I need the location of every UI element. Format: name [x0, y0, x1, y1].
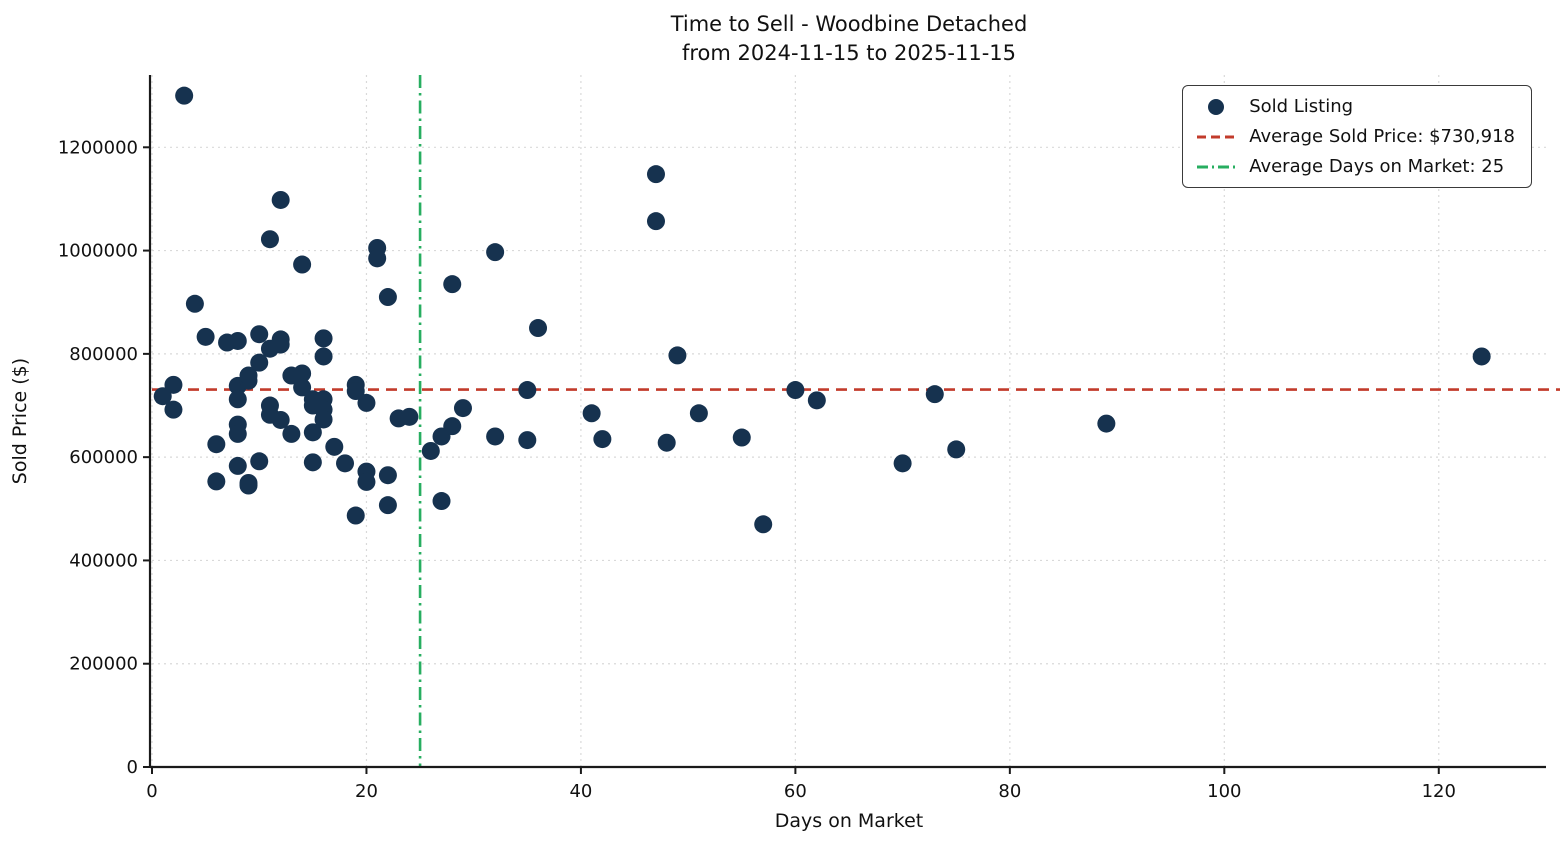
x-tick-label: 0 — [146, 781, 157, 802]
legend-label: Sold Listing — [1249, 96, 1354, 117]
data-point — [443, 417, 462, 436]
data-point — [732, 428, 751, 447]
data-point — [453, 399, 472, 418]
data-point — [196, 327, 215, 346]
data-point — [260, 230, 279, 249]
data-point — [314, 329, 333, 348]
data-point — [518, 381, 537, 400]
data-point — [689, 404, 708, 423]
data-point — [228, 424, 247, 443]
data-point — [529, 319, 548, 338]
data-point — [400, 407, 419, 426]
legend-item-avg-price: Average Sold Price: $730,918 — [1195, 126, 1515, 147]
data-point — [336, 454, 355, 473]
data-point — [228, 456, 247, 475]
data-point — [314, 347, 333, 366]
y-axis-label: Sold Price ($) — [9, 358, 31, 484]
data-point — [239, 366, 258, 385]
data-point — [657, 433, 676, 452]
data-point — [228, 390, 247, 409]
dashdot-line-icon — [1195, 157, 1237, 177]
data-point — [175, 86, 194, 105]
x-tick-label: 20 — [355, 781, 378, 802]
legend: Sold Listing Average Sold Price: $730,91… — [1182, 85, 1532, 188]
legend-label: Average Sold Price: $730,918 — [1249, 126, 1515, 147]
data-point — [646, 212, 665, 231]
data-point — [518, 431, 537, 450]
y-tick-label: 800000 — [69, 344, 138, 365]
y-tick-label: 1000000 — [58, 241, 138, 262]
x-tick-label: 40 — [569, 781, 592, 802]
data-point — [282, 424, 301, 443]
data-point — [293, 364, 312, 383]
data-point — [164, 375, 183, 394]
data-point — [271, 410, 290, 429]
data-point — [1472, 347, 1491, 366]
data-point — [893, 454, 912, 473]
x-axis-label: Days on Market — [775, 810, 923, 832]
y-tick-label: 200000 — [69, 654, 138, 675]
data-point — [271, 190, 290, 209]
data-point — [153, 387, 172, 406]
y-tick-label: 600000 — [69, 447, 138, 468]
data-point — [239, 476, 258, 495]
data-point — [164, 400, 183, 419]
chart-title: Time to Sell - Woodbine Detached from 20… — [152, 10, 1546, 68]
data-point — [357, 393, 376, 412]
data-point — [646, 165, 665, 184]
data-point — [668, 346, 687, 365]
data-point — [378, 466, 397, 485]
data-point — [207, 472, 226, 491]
data-point — [303, 423, 322, 442]
data-point — [357, 472, 376, 491]
legend-item-avg-days: Average Days on Market: 25 — [1195, 156, 1515, 177]
data-point — [293, 378, 312, 397]
data-point — [378, 288, 397, 307]
data-point — [486, 243, 505, 262]
data-point — [593, 430, 612, 449]
data-point — [250, 353, 269, 372]
chart-title-line2: from 2024-11-15 to 2025-11-15 — [681, 41, 1017, 65]
data-point — [1097, 414, 1116, 433]
legend-item-sold-listing: Sold Listing — [1195, 96, 1515, 117]
data-point — [207, 435, 226, 454]
x-tick-label: 80 — [998, 781, 1021, 802]
x-tick-label: 100 — [1207, 781, 1241, 802]
chart-title-line1: Time to Sell - Woodbine Detached — [670, 12, 1028, 36]
data-point — [250, 325, 269, 344]
data-point — [925, 385, 944, 404]
data-point — [807, 391, 826, 410]
y-tick-label: 1200000 — [58, 137, 138, 158]
data-point — [754, 515, 773, 534]
data-point — [368, 249, 387, 268]
data-point — [378, 496, 397, 515]
y-tick-label: 0 — [127, 757, 138, 778]
data-point — [421, 441, 440, 460]
dashed-line-icon — [1195, 127, 1237, 147]
data-point — [947, 440, 966, 459]
data-point — [271, 335, 290, 354]
data-point — [228, 331, 247, 350]
scatter-dot-icon — [1195, 97, 1237, 117]
data-point — [325, 437, 344, 456]
data-point — [185, 294, 204, 313]
data-point — [314, 410, 333, 429]
x-tick-label: 60 — [784, 781, 807, 802]
data-point — [250, 452, 269, 471]
data-point — [786, 381, 805, 400]
data-point — [293, 255, 312, 274]
data-point — [303, 453, 322, 472]
data-point — [346, 506, 365, 525]
data-point — [346, 382, 365, 401]
data-point — [443, 275, 462, 294]
data-point — [432, 492, 451, 511]
data-point — [486, 427, 505, 446]
data-point — [582, 404, 601, 423]
x-tick-label: 120 — [1422, 781, 1456, 802]
legend-label: Average Days on Market: 25 — [1249, 156, 1505, 177]
y-tick-label: 400000 — [69, 550, 138, 571]
